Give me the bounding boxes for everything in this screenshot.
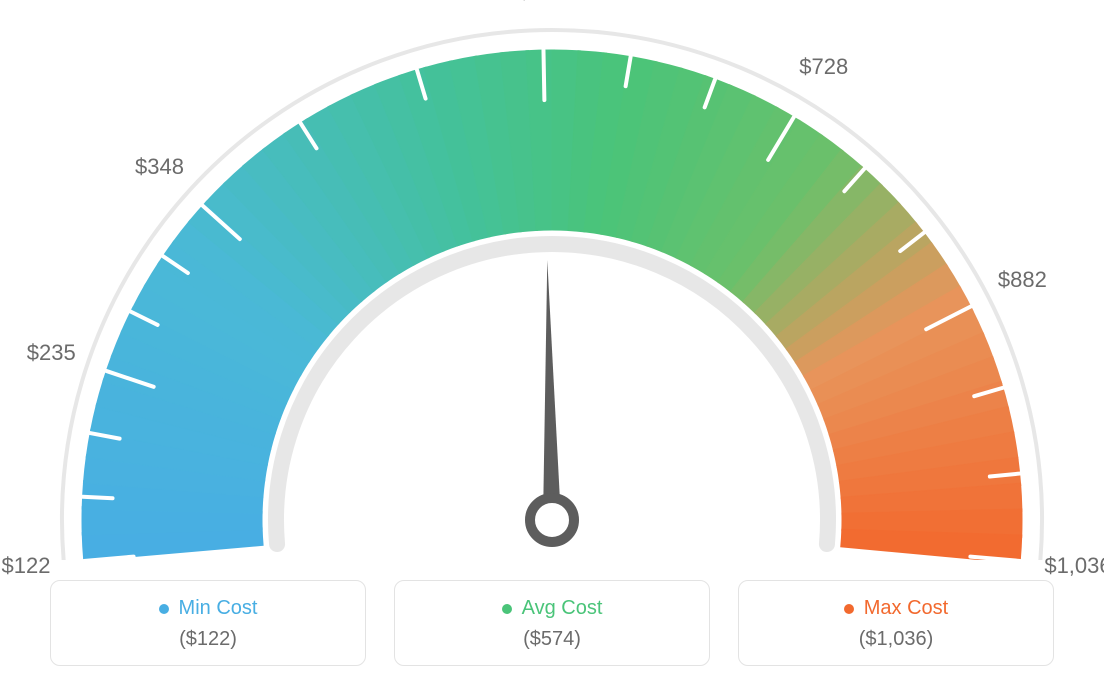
gauge-tick-label: $348 xyxy=(135,154,184,180)
legend-value: ($122) xyxy=(61,628,355,651)
gauge-tick-label: $574 xyxy=(518,0,567,5)
gauge-tick-label: $1,036 xyxy=(1044,553,1104,579)
legend-label: Avg Cost xyxy=(522,597,603,620)
legend-dot-icon xyxy=(159,604,169,614)
legend-title: Max Cost xyxy=(844,597,948,620)
legend-label: Max Cost xyxy=(864,597,948,620)
legend-title: Min Cost xyxy=(159,597,258,620)
gauge-tick-label: $728 xyxy=(799,54,848,80)
legend-dot-icon xyxy=(844,604,854,614)
legend-card: Avg Cost ($574) xyxy=(394,580,710,666)
gauge-chart: $122$235$348$574$728$882$1,036 xyxy=(0,0,1104,560)
gauge-svg xyxy=(0,0,1104,560)
gauge-tick-label: $882 xyxy=(998,267,1047,293)
gauge-tick-label: $122 xyxy=(2,553,51,579)
gauge-tick-label: $235 xyxy=(27,340,76,366)
legend-value: ($1,036) xyxy=(749,628,1043,651)
legend-value: ($574) xyxy=(405,628,699,651)
legend-card: Max Cost ($1,036) xyxy=(738,580,1054,666)
legend-row: Min Cost ($122) Avg Cost ($574) Max Cost ($1,… xyxy=(50,580,1054,666)
legend-title: Avg Cost xyxy=(502,597,603,620)
legend-card: Min Cost ($122) xyxy=(50,580,366,666)
legend-label: Min Cost xyxy=(179,597,258,620)
legend-dot-icon xyxy=(502,604,512,614)
